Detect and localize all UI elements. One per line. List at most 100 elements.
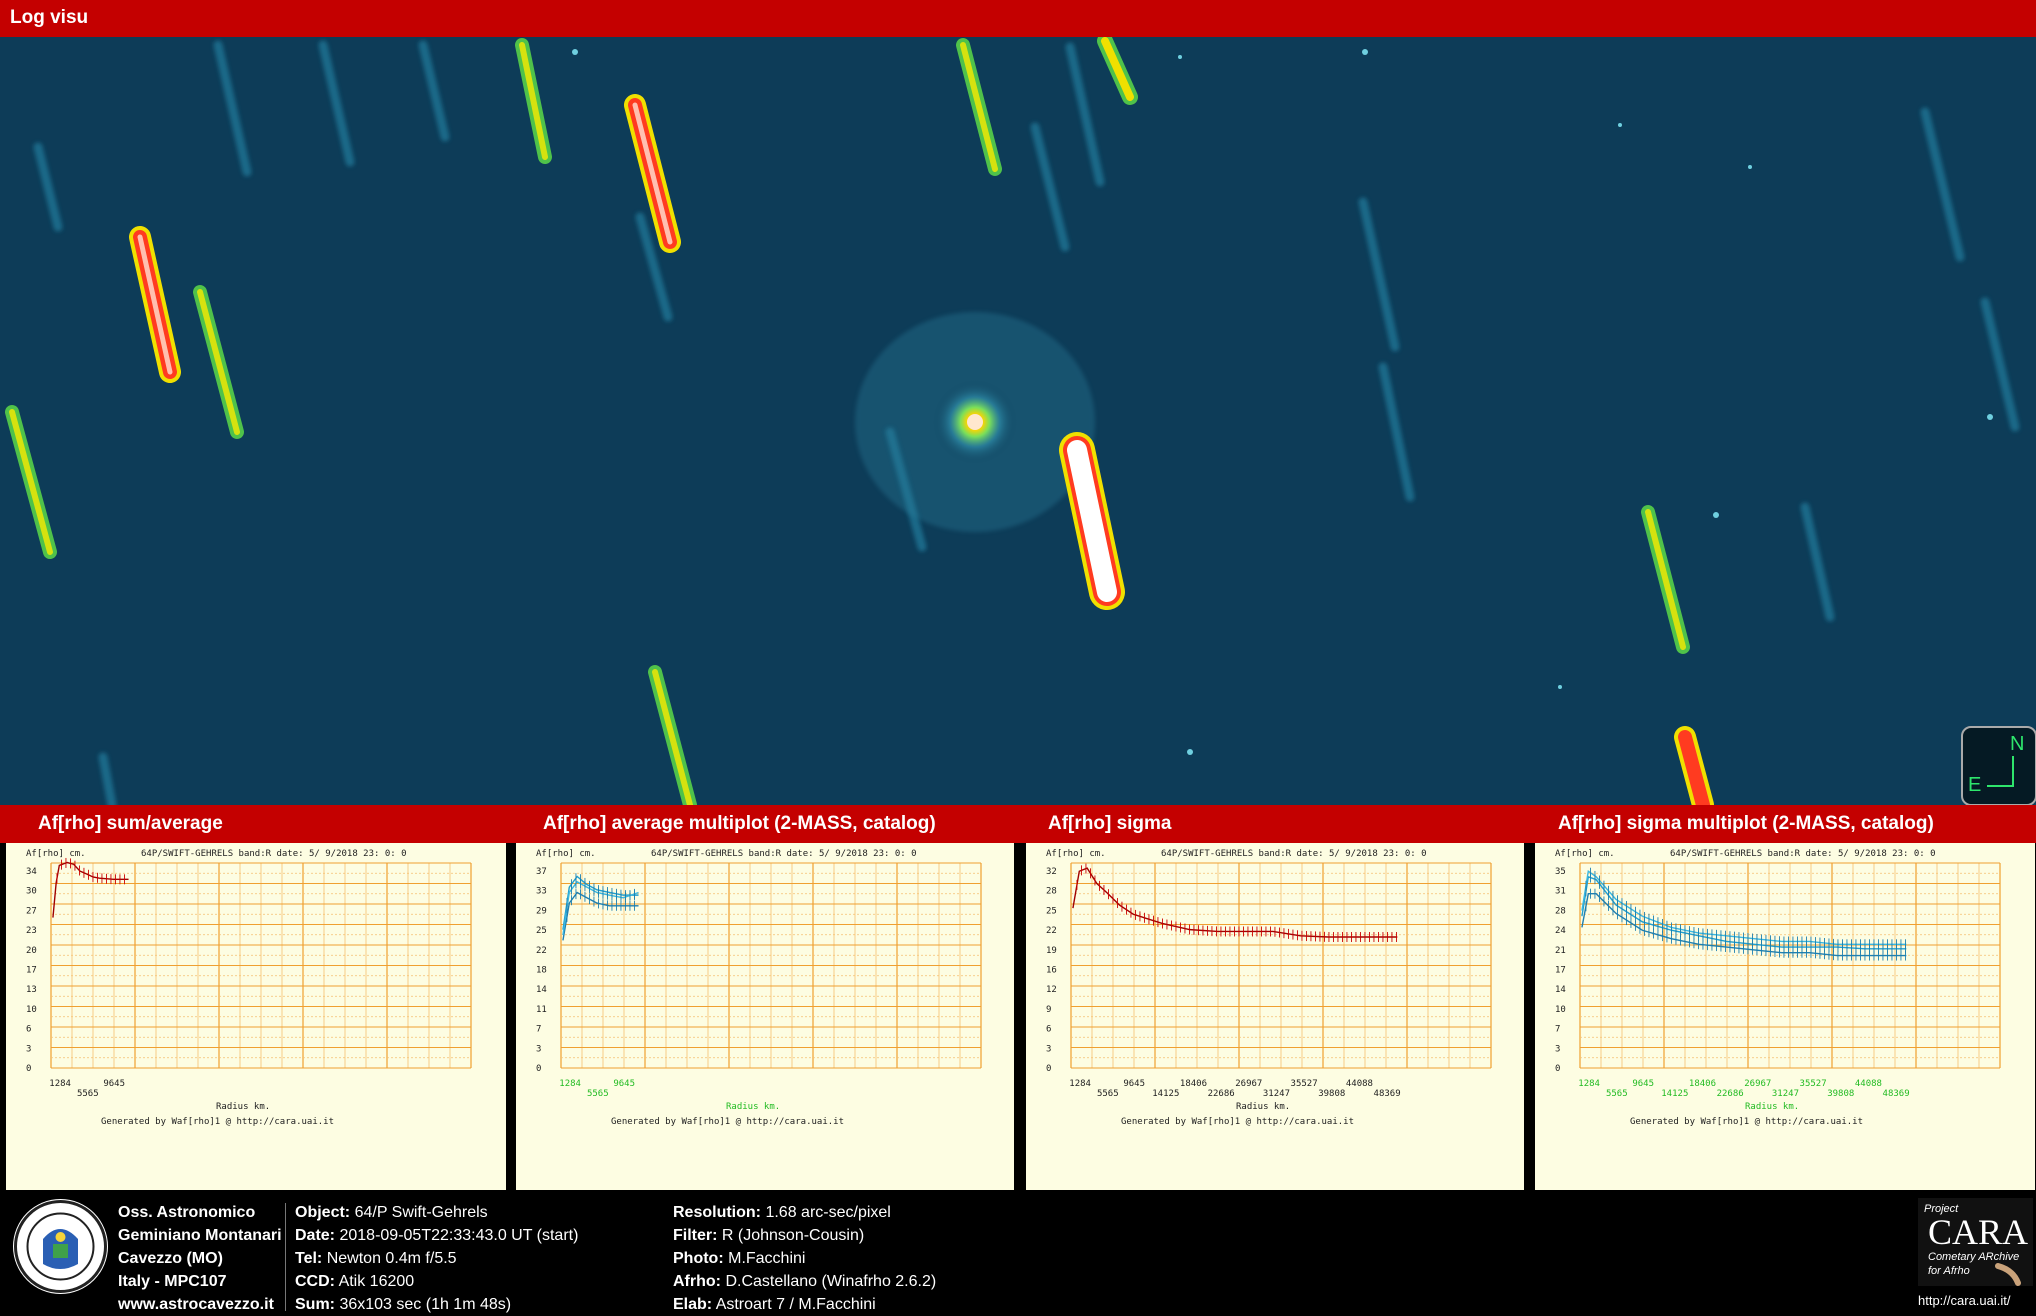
observation-info: Object: 64/P Swift-Gehrels Date: 2018-09… bbox=[295, 1201, 578, 1316]
x-tick-label: 44088 bbox=[1855, 1079, 1882, 1089]
y-tick-label: 7 bbox=[536, 1025, 541, 1035]
x-tick-label: 22686 bbox=[1208, 1089, 1235, 1099]
sum-label: Sum: bbox=[295, 1296, 335, 1313]
y-tick-label: 21 bbox=[1555, 946, 1566, 956]
elab-value: Astroart 7 / M.Facchini bbox=[715, 1296, 876, 1313]
plot-ylabel: Af[rho] cm. bbox=[1555, 849, 1615, 859]
series-line bbox=[52, 861, 129, 918]
y-tick-label: 0 bbox=[1046, 1064, 1051, 1074]
x-tick-label: 31247 bbox=[1772, 1089, 1799, 1099]
x-tick-label: 14125 bbox=[1152, 1089, 1179, 1099]
y-tick-label: 9 bbox=[1046, 1005, 1051, 1015]
afrho-value: D.Castellano (Winafrho 2.6.2) bbox=[725, 1273, 937, 1290]
plot-panel-0[interactable]: Af[rho] cm. 64P/SWIFT-GEHRELS band:R date… bbox=[6, 843, 506, 1190]
y-tick-label: 0 bbox=[536, 1064, 541, 1074]
y-tick-label: 14 bbox=[1555, 985, 1566, 995]
plot-grid bbox=[1579, 862, 2001, 1069]
y-tick-label: 35 bbox=[1555, 867, 1566, 877]
y-tick-label: 7 bbox=[1555, 1025, 1560, 1035]
y-tick-label: 22 bbox=[1046, 926, 1057, 936]
plot-xlabel: Radius km. bbox=[726, 1102, 780, 1112]
x-tick-label: 5565 bbox=[77, 1089, 99, 1099]
photo-value: M.Facchini bbox=[728, 1250, 806, 1267]
plot-header: 64P/SWIFT-GEHRELS band:R date: 5/ 9/2018… bbox=[141, 849, 407, 859]
afrho-label: Afrho: bbox=[673, 1273, 721, 1290]
cara-project-text: Project bbox=[1924, 1203, 1959, 1215]
cara-logo[interactable]: Project CARA Cometary ARchive for Afrho … bbox=[1918, 1198, 2033, 1310]
plot-grid bbox=[560, 862, 982, 1069]
y-tick-label: 0 bbox=[1555, 1064, 1560, 1074]
observatory-line-3: Italy - MPC107 bbox=[118, 1273, 227, 1290]
plot-grid bbox=[50, 862, 472, 1069]
y-tick-label: 30 bbox=[26, 887, 37, 897]
y-tick-label: 19 bbox=[1046, 946, 1057, 956]
y-tick-label: 10 bbox=[26, 1005, 37, 1015]
y-tick-label: 24 bbox=[1555, 926, 1566, 936]
y-tick-label: 29 bbox=[536, 906, 547, 916]
series-line bbox=[562, 891, 639, 941]
series-line bbox=[562, 875, 639, 930]
cara-name-text: CARA bbox=[1928, 1212, 2028, 1252]
x-tick-label: 18406 bbox=[1689, 1079, 1716, 1089]
y-tick-label: 3 bbox=[1555, 1044, 1560, 1054]
compass-indicator: N E bbox=[1961, 726, 2036, 806]
date-label: Date: bbox=[295, 1227, 336, 1244]
photo-label: Photo: bbox=[673, 1250, 724, 1267]
y-tick-label: 11 bbox=[536, 1005, 547, 1015]
x-tick-label: 1284 bbox=[559, 1079, 581, 1089]
x-tick-label: 9645 bbox=[613, 1079, 635, 1089]
y-tick-label: 27 bbox=[26, 906, 37, 916]
y-tick-label: 16 bbox=[1046, 966, 1057, 976]
y-tick-label: 37 bbox=[536, 867, 547, 877]
plot-panel-1[interactable]: Af[rho] cm. 64P/SWIFT-GEHRELS band:R date… bbox=[516, 843, 1014, 1190]
panel-title-1: Af[rho] average multiplot (2-MASS, catal… bbox=[543, 813, 936, 834]
x-tick-label: 9645 bbox=[103, 1079, 125, 1089]
panel-title-0: Af[rho] sum/average bbox=[38, 813, 223, 834]
x-tick-label: 18406 bbox=[1180, 1079, 1207, 1089]
y-tick-label: 22 bbox=[536, 946, 547, 956]
tel-label: Tel: bbox=[295, 1250, 323, 1267]
plot-ylabel: Af[rho] cm. bbox=[26, 849, 86, 859]
y-tick-label: 25 bbox=[1046, 906, 1057, 916]
y-tick-label: 12 bbox=[1046, 985, 1057, 995]
x-tick-label: 31247 bbox=[1263, 1089, 1290, 1099]
x-tick-label: 35527 bbox=[1800, 1079, 1827, 1089]
x-tick-label: 1284 bbox=[1578, 1079, 1600, 1089]
cara-subtitle-2: for Afrho bbox=[1928, 1265, 1970, 1277]
footer-divider bbox=[285, 1203, 286, 1311]
comet-image[interactable] bbox=[0, 37, 2036, 805]
y-tick-label: 0 bbox=[26, 1064, 31, 1074]
series-line bbox=[562, 880, 639, 936]
y-tick-label: 13 bbox=[26, 985, 37, 995]
cara-url: http://cara.uai.it/ bbox=[1918, 1293, 2011, 1308]
y-tick-label: 17 bbox=[1555, 966, 1566, 976]
y-tick-label: 14 bbox=[536, 985, 547, 995]
x-tick-label: 26967 bbox=[1744, 1079, 1771, 1089]
plot-panel-2[interactable]: Af[rho] cm. 64P/SWIFT-GEHRELS band:R date… bbox=[1026, 843, 1524, 1190]
y-tick-label: 10 bbox=[1555, 1005, 1566, 1015]
sum-value: 36x103 sec (1h 1m 48s) bbox=[339, 1296, 512, 1313]
y-tick-label: 6 bbox=[26, 1025, 31, 1035]
object-label: Object: bbox=[295, 1204, 351, 1221]
x-tick-label: 39808 bbox=[1827, 1089, 1854, 1099]
x-tick-label: 9645 bbox=[1123, 1079, 1145, 1089]
processing-info: Resolution: 1.68 arc-sec/pixel Filter: R… bbox=[673, 1201, 936, 1316]
compass-north-label: N bbox=[2010, 733, 2025, 755]
x-tick-label: 35527 bbox=[1291, 1079, 1318, 1089]
y-tick-label: 33 bbox=[536, 887, 547, 897]
y-tick-label: 18 bbox=[536, 966, 547, 976]
cara-subtitle-1: Cometary ARchive bbox=[1928, 1251, 2019, 1263]
resolution-label: Resolution: bbox=[673, 1204, 761, 1221]
y-tick-label: 6 bbox=[1046, 1025, 1051, 1035]
x-tick-label: 1284 bbox=[49, 1079, 71, 1089]
plot-xlabel: Radius km. bbox=[1745, 1102, 1799, 1112]
x-tick-label: 48369 bbox=[1374, 1089, 1401, 1099]
y-tick-label: 28 bbox=[1046, 887, 1057, 897]
y-tick-label: 3 bbox=[1046, 1044, 1051, 1054]
y-tick-label: 17 bbox=[26, 966, 37, 976]
observatory-website: www.astrocavezzo.it bbox=[118, 1296, 274, 1313]
plot-panel-3[interactable]: Af[rho] cm. 64P/SWIFT-GEHRELS band:R date… bbox=[1535, 843, 2035, 1190]
date-value: 2018-09-05T22:33:43.0 UT (start) bbox=[339, 1227, 579, 1244]
observatory-line-2: Cavezzo (MO) bbox=[118, 1250, 223, 1267]
plot-xlabel: Radius km. bbox=[1236, 1102, 1290, 1112]
